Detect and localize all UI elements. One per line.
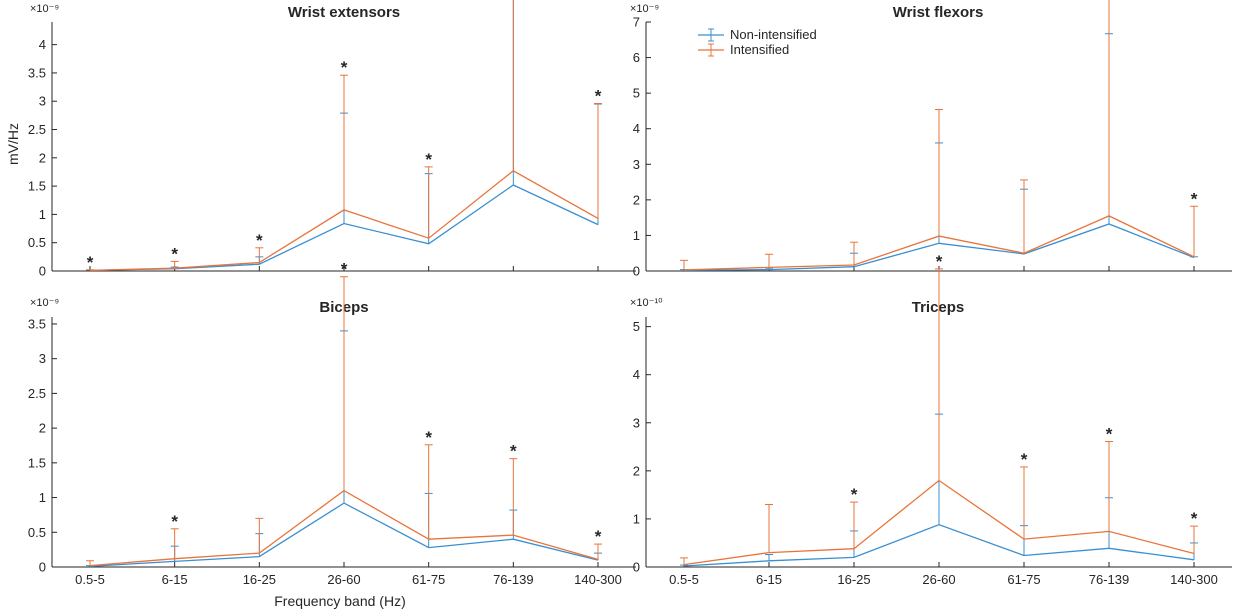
y-tick-label: 2.5 <box>28 386 46 401</box>
significance-marker: * <box>510 442 517 461</box>
y-tick-label: 0 <box>39 264 46 279</box>
significance-marker: * <box>341 260 348 279</box>
legend-swatch-non-intensified <box>698 28 724 42</box>
x-tick-label: 61-75 <box>412 572 445 587</box>
x-tick-label: 0.5-5 <box>75 572 105 587</box>
x-tick-label: 76-139 <box>1089 572 1129 587</box>
y-exponent-label: ×10⁻⁹ <box>30 297 59 309</box>
y-tick-label: 3 <box>39 351 46 366</box>
significance-marker: * <box>87 253 94 272</box>
series-line-intensified <box>89 170 599 272</box>
panel-wrist-flexors: Wrist flexors ×10⁻⁹ 0 1 2 3 4 5 6 7 * <box>630 0 1232 279</box>
y-tick-label: 3 <box>39 94 46 109</box>
significance-marker: * <box>171 512 178 531</box>
significance-marker: * <box>425 428 432 447</box>
significance-marker: * <box>595 86 602 105</box>
significance-marker: * <box>936 252 943 271</box>
x-tick-label: 26-60 <box>327 572 360 587</box>
panel-title: Wrist extensors <box>288 4 400 21</box>
significance-marker: * <box>341 58 348 77</box>
y-axis-label: mV/Hz <box>5 123 21 165</box>
significance-marker: * <box>256 231 263 250</box>
series-line-intensified <box>683 479 1195 566</box>
y-tick-label: 2 <box>39 421 46 436</box>
y-exponent-label: ×10⁻¹⁰ <box>630 297 663 309</box>
significance-marker: * <box>425 150 432 169</box>
panel-triceps: Triceps ×10⁻¹⁰ 0 1 2 3 4 5 0.5-5 6-15 16-25 26-60… <box>630 252 1232 587</box>
y-exponent-label: ×10⁻⁹ <box>30 3 59 15</box>
y-tick-label: 0.5 <box>28 235 46 250</box>
y-tick-label: 2.5 <box>28 122 46 137</box>
significance-marker: * <box>595 527 602 546</box>
significance-marker: * <box>1191 509 1198 528</box>
y-tick-label: 1.5 <box>28 179 46 194</box>
y-tick-label: 2 <box>633 192 640 207</box>
x-tick-label: 0.5-5 <box>669 572 699 587</box>
y-tick-label: 3 <box>633 157 640 172</box>
y-tick-label: 3.5 <box>28 65 46 80</box>
y-tick-label: 5 <box>633 86 640 101</box>
panel-title: Triceps <box>912 299 965 316</box>
y-tick-label: 1 <box>633 228 640 243</box>
panel-wrist-extensors: Wrist extensors ×10⁻⁹ 0 0.5 1 1.5 2 2.5 3 3.5 4 *… <box>28 0 636 279</box>
series-line-non-intensified <box>89 502 599 567</box>
x-tick-label: 140-300 <box>1170 572 1218 587</box>
y-tick-label: 2 <box>39 150 46 165</box>
y-tick-label: 0.5 <box>28 525 46 540</box>
y-tick-label: 1 <box>633 511 640 526</box>
panel-biceps: Biceps ×10⁻⁹ 00.511.522.533.50.5-5 6-15 16… <box>28 260 636 587</box>
series-line-intensified <box>89 489 599 567</box>
x-axis-label: Frequency band (Hz) <box>274 593 406 609</box>
significance-marker: * <box>1191 189 1198 208</box>
legend-label-non-intensified: Non-intensified <box>730 27 817 42</box>
y-tick-label: 4 <box>39 37 46 52</box>
significance-marker: * <box>171 244 178 263</box>
x-tick-label: 16-25 <box>243 572 276 587</box>
x-tick-label: 26-60 <box>922 572 955 587</box>
y-tick-label: 7 <box>633 15 640 30</box>
y-tick-label: 2 <box>633 463 640 478</box>
x-tick-label: 76-139 <box>493 572 533 587</box>
y-tick-label: 1.5 <box>28 455 46 470</box>
series-line-non-intensified <box>683 524 1195 567</box>
x-tick-label: 140-300 <box>574 572 622 587</box>
x-tick-label: 16-25 <box>837 572 870 587</box>
y-tick-label: 6 <box>633 50 640 65</box>
y-tick-label: 1 <box>39 207 46 222</box>
x-tick-label: 61-75 <box>1007 572 1040 587</box>
y-tick-label: 1 <box>39 490 46 505</box>
y-tick-label: 3.5 <box>28 316 46 331</box>
panel-title: Wrist flexors <box>893 4 984 21</box>
legend-swatch-intensified <box>698 43 724 57</box>
series-line-non-intensified <box>683 223 1195 271</box>
significance-marker: * <box>1021 450 1028 469</box>
y-tick-label: 5 <box>633 319 640 334</box>
y-tick-label: 0 <box>633 264 640 279</box>
y-tick-label: 3 <box>633 415 640 430</box>
x-tick-label: 6-15 <box>162 572 188 587</box>
y-exponent-label: ×10⁻⁹ <box>630 3 659 15</box>
y-tick-label: 4 <box>633 367 640 382</box>
series-line-intensified <box>683 215 1195 271</box>
legend: Non-intensified Intensified <box>698 27 817 57</box>
significance-marker: * <box>851 485 858 504</box>
y-tick-label: 4 <box>633 121 640 136</box>
significance-marker: * <box>1106 425 1113 444</box>
y-tick-label: 0 <box>39 560 46 575</box>
x-tick-label: 6-15 <box>756 572 782 587</box>
legend-label-intensified: Intensified <box>730 42 789 57</box>
y-tick-label: 0 <box>633 560 640 575</box>
